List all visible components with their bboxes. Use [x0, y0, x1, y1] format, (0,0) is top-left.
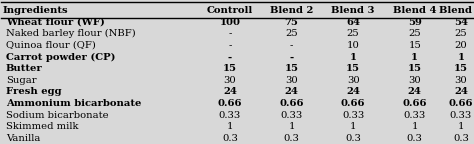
Text: 1: 1	[227, 122, 233, 131]
Text: 15: 15	[454, 64, 468, 73]
Text: -: -	[228, 41, 232, 50]
Text: 24: 24	[454, 87, 468, 96]
Text: Blend 4: Blend 4	[393, 6, 437, 15]
Text: 59: 59	[408, 18, 422, 27]
Text: 24: 24	[408, 87, 422, 96]
Text: 75: 75	[284, 18, 299, 27]
Text: 25: 25	[285, 29, 298, 38]
Text: 100: 100	[219, 18, 240, 27]
Text: Blend 5: Blend 5	[439, 6, 474, 15]
Text: Sodium bicarbonate: Sodium bicarbonate	[6, 111, 109, 120]
Text: 15: 15	[408, 64, 422, 73]
Text: 30: 30	[347, 76, 359, 85]
Text: -: -	[290, 41, 293, 50]
Text: -: -	[228, 53, 232, 62]
Text: 0.66: 0.66	[341, 99, 365, 108]
Text: 0.3: 0.3	[283, 134, 300, 143]
Text: Blend 3: Blend 3	[331, 6, 375, 15]
Text: 24: 24	[284, 87, 299, 96]
Text: 0.33: 0.33	[281, 111, 302, 120]
Text: 1: 1	[350, 122, 356, 131]
Text: 10: 10	[346, 41, 360, 50]
Text: -: -	[228, 29, 232, 38]
Text: 30: 30	[409, 76, 421, 85]
Text: Controll: Controll	[207, 6, 253, 15]
Text: 24: 24	[223, 87, 237, 96]
Text: 1: 1	[350, 53, 356, 62]
Text: -: -	[290, 53, 293, 62]
Text: 24: 24	[346, 87, 360, 96]
Text: 0.66: 0.66	[449, 99, 473, 108]
Text: 1: 1	[411, 122, 418, 131]
Text: Quinoa flour (QF): Quinoa flour (QF)	[6, 41, 96, 50]
Text: 54: 54	[454, 18, 468, 27]
Text: Carrot powder (CP): Carrot powder (CP)	[6, 53, 115, 62]
Text: Butter: Butter	[6, 64, 43, 73]
Text: Naked barley flour (NBF): Naked barley flour (NBF)	[6, 29, 136, 38]
Text: 15: 15	[346, 64, 360, 73]
Text: 0.66: 0.66	[402, 99, 427, 108]
Text: 0.66: 0.66	[279, 99, 304, 108]
Text: 1: 1	[458, 122, 464, 131]
Text: 25: 25	[347, 29, 359, 38]
Text: 0.33: 0.33	[342, 111, 364, 120]
Text: Sugar: Sugar	[6, 76, 36, 85]
Text: 1: 1	[288, 122, 295, 131]
Text: 25: 25	[455, 29, 467, 38]
Text: Vanilla: Vanilla	[6, 134, 40, 143]
Text: 30: 30	[285, 76, 298, 85]
Text: 0.33: 0.33	[404, 111, 426, 120]
Text: Fresh egg: Fresh egg	[6, 87, 61, 96]
Text: 0.66: 0.66	[218, 99, 242, 108]
Text: 0.3: 0.3	[453, 134, 469, 143]
Text: Ammonium bicarbonate: Ammonium bicarbonate	[6, 99, 141, 108]
Text: 20: 20	[455, 41, 467, 50]
Text: 15: 15	[284, 64, 299, 73]
Text: 0.33: 0.33	[450, 111, 472, 120]
Text: Ingredients: Ingredients	[3, 6, 68, 15]
Text: 15: 15	[223, 64, 237, 73]
Text: 0.33: 0.33	[219, 111, 241, 120]
Text: 30: 30	[224, 76, 236, 85]
Text: 0.3: 0.3	[222, 134, 238, 143]
Text: 64: 64	[346, 18, 360, 27]
Text: Wheat flour (WF): Wheat flour (WF)	[6, 18, 105, 27]
Text: 30: 30	[455, 76, 467, 85]
Text: Skimmed milk: Skimmed milk	[6, 122, 78, 131]
Text: 1: 1	[411, 53, 418, 62]
Text: Blend 2: Blend 2	[270, 6, 313, 15]
Text: 25: 25	[409, 29, 421, 38]
Text: 1: 1	[457, 53, 465, 62]
Text: 0.3: 0.3	[345, 134, 361, 143]
Text: 15: 15	[408, 41, 421, 50]
Text: 0.3: 0.3	[407, 134, 423, 143]
